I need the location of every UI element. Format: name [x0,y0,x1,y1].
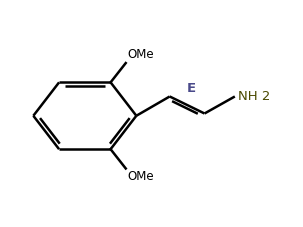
Text: OMe: OMe [127,170,154,183]
Text: E: E [187,82,196,95]
Text: OMe: OMe [127,48,154,61]
Text: NH 2: NH 2 [238,90,271,103]
